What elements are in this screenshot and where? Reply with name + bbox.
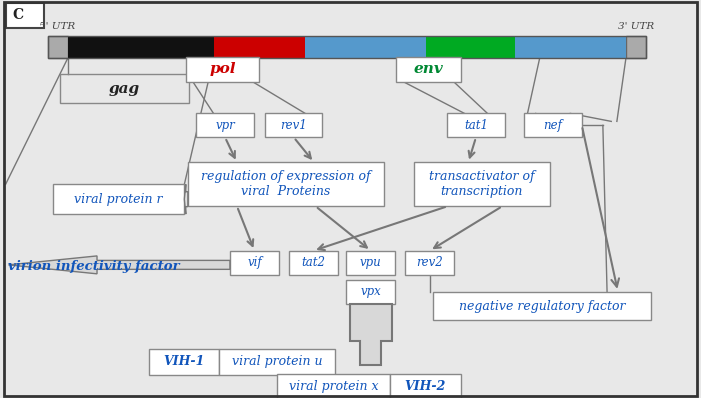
Text: vpx: vpx (360, 285, 381, 298)
Bar (390, 374, 461, 398)
Text: 5' UTR: 5' UTR (39, 22, 76, 31)
Bar (305, 36, 426, 58)
Text: pol: pol (210, 62, 236, 76)
Text: transactivator of
transcription: transactivator of transcription (429, 170, 535, 198)
Text: rev1: rev1 (280, 119, 307, 132)
Polygon shape (184, 184, 188, 214)
Text: vpu: vpu (360, 256, 382, 269)
Text: viral protein r: viral protein r (74, 193, 163, 206)
Bar (188, 162, 384, 206)
Text: VIH-1: VIH-1 (163, 355, 205, 369)
Text: regulation of expression of
viral  Proteins: regulation of expression of viral Protei… (201, 170, 371, 198)
Text: viral protein u: viral protein u (232, 355, 322, 369)
Text: viral protein x: viral protein x (289, 380, 379, 392)
Bar (515, 36, 626, 58)
Bar (48, 36, 646, 58)
Bar (289, 251, 338, 275)
Bar (230, 251, 279, 275)
Text: vif: vif (247, 256, 262, 269)
Bar (524, 113, 582, 137)
Bar (447, 113, 505, 137)
Bar (426, 36, 515, 58)
Bar (405, 251, 454, 275)
Bar (219, 349, 335, 375)
Bar (265, 113, 322, 137)
Bar (346, 251, 395, 275)
Text: VIH-2: VIH-2 (404, 380, 447, 392)
Bar (68, 36, 214, 58)
Text: tat1: tat1 (464, 119, 488, 132)
Text: vpr: vpr (215, 119, 235, 132)
Polygon shape (8, 256, 230, 274)
Text: tat2: tat2 (301, 256, 325, 269)
Text: negative regulatory factor: negative regulatory factor (458, 300, 625, 312)
Bar (6, 3, 44, 28)
Text: env: env (414, 62, 443, 76)
Bar (277, 374, 390, 398)
Bar (53, 184, 184, 214)
Polygon shape (350, 304, 392, 365)
Bar (48, 36, 68, 58)
Bar (626, 36, 646, 58)
Text: virion infectivity factor: virion infectivity factor (8, 260, 180, 273)
Bar (214, 36, 305, 58)
Text: C: C (12, 8, 23, 22)
Text: 3' UTR: 3' UTR (618, 22, 655, 31)
Text: gag: gag (109, 82, 140, 96)
Bar (186, 57, 259, 82)
Bar (149, 349, 219, 375)
Bar (414, 162, 550, 206)
Bar (346, 280, 395, 304)
Bar (196, 113, 254, 137)
Bar (60, 74, 189, 103)
Text: nef: nef (543, 119, 563, 132)
Bar (396, 57, 461, 82)
Bar (433, 292, 651, 320)
Text: rev2: rev2 (416, 256, 443, 269)
